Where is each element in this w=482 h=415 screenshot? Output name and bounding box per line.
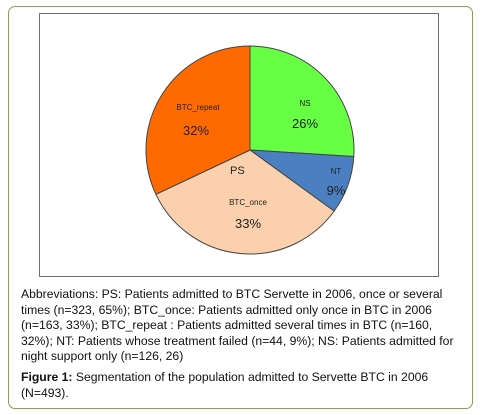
slice-name-label: BTC_once <box>229 198 267 207</box>
slice-percent-label: 26% <box>292 116 318 131</box>
figure-frame: NS 26% NT 9% BTC_once 33% BTC_repeat 32% PS Abbr… <box>8 6 473 409</box>
chart-area: NS 26% NT 9% BTC_once 33% BTC_repeat 32% PS <box>39 13 439 277</box>
slice-name-label: BTC_repeat <box>176 103 220 112</box>
slice-name-label: NS <box>299 99 310 108</box>
abbreviations-text: Abbreviations: PS: Patients admitted to … <box>21 287 454 364</box>
pie-slice-btc-once <box>155 149 335 255</box>
pie-slice-btc-repeat <box>145 45 251 195</box>
pie-chart: NS 26% NT 9% BTC_once 33% BTC_repeat 32% PS <box>145 45 355 255</box>
figure-label: Figure 1: <box>21 370 73 384</box>
slice-percent-label: 9% <box>327 183 346 198</box>
figure-caption: Figure 1: Segmentation of the population… <box>21 370 467 401</box>
figure-text: Segmentation of the population admitted … <box>21 370 429 400</box>
ps-annotation-label: PS <box>230 165 245 177</box>
pie-slice-ns <box>249 45 355 158</box>
slice-percent-label: 32% <box>183 123 209 138</box>
slice-percent-label: 33% <box>235 216 261 231</box>
slice-name-label: NT <box>331 167 342 176</box>
